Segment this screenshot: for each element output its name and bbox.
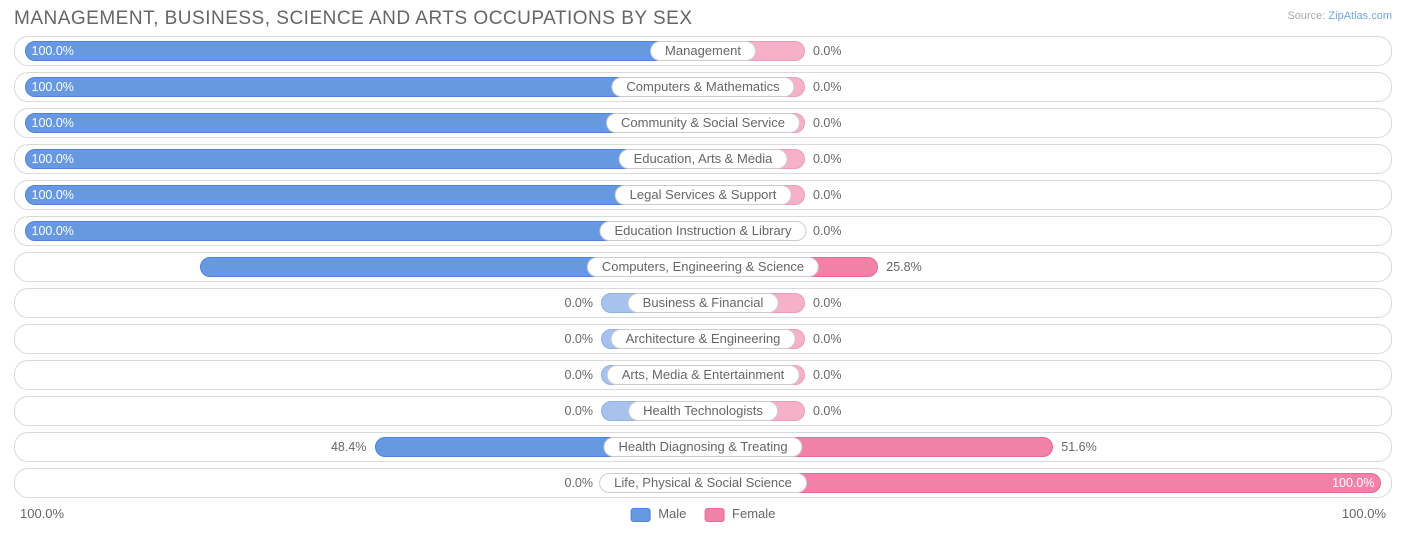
male-pct-label: 74.2%: [32, 253, 67, 281]
chart-row: Computers & Mathematics 100.0% 0.0%: [14, 72, 1392, 102]
legend-male-label: Male: [658, 506, 686, 521]
legend-swatch-male: [631, 508, 651, 522]
chart-row: Business & Financial 0.0% 0.0%: [14, 288, 1392, 318]
chart-row: Legal Services & Support 100.0% 0.0%: [14, 180, 1392, 210]
female-pct-label: 51.6%: [1061, 433, 1096, 461]
row-label: Legal Services & Support: [615, 185, 792, 205]
male-bar: [25, 41, 703, 61]
male-pct-label: 0.0%: [565, 289, 594, 317]
female-pct-label: 0.0%: [813, 325, 842, 353]
legend: Male Female: [631, 506, 776, 522]
row-label: Life, Physical & Social Science: [599, 473, 807, 493]
chart-row: Arts, Media & Entertainment 0.0% 0.0%: [14, 360, 1392, 390]
male-pct-label: 100.0%: [32, 37, 74, 65]
chart-row: Community & Social Service 100.0% 0.0%: [14, 108, 1392, 138]
male-pct-label: 48.4%: [331, 433, 366, 461]
axis-right-label: 100.0%: [1342, 506, 1386, 521]
female-pct-label: 0.0%: [813, 109, 842, 137]
row-label: Health Diagnosing & Treating: [603, 437, 802, 457]
chart-row: Education, Arts & Media 100.0% 0.0%: [14, 144, 1392, 174]
male-bar: [25, 77, 703, 97]
male-bar: [25, 149, 703, 169]
chart-title: MANAGEMENT, BUSINESS, SCIENCE AND ARTS O…: [14, 8, 693, 30]
male-bar: [25, 113, 703, 133]
male-pct-label: 100.0%: [32, 145, 74, 173]
female-pct-label: 100.0%: [1332, 469, 1374, 497]
male-pct-label: 100.0%: [32, 217, 74, 245]
chart-row: Health Diagnosing & Treating 48.4% 51.6%: [14, 432, 1392, 462]
legend-female-label: Female: [732, 506, 775, 521]
chart-row: Management 100.0% 0.0%: [14, 36, 1392, 66]
chart-row: Education Instruction & Library 100.0% 0.0…: [14, 216, 1392, 246]
axis-left-label: 100.0%: [20, 506, 64, 521]
row-label: Education Instruction & Library: [599, 221, 806, 241]
female-pct-label: 0.0%: [813, 397, 842, 425]
male-pct-label: 100.0%: [32, 109, 74, 137]
chart-row: Health Technologists 0.0% 0.0%: [14, 396, 1392, 426]
female-pct-label: 0.0%: [813, 37, 842, 65]
female-pct-label: 0.0%: [813, 145, 842, 173]
male-pct-label: 100.0%: [32, 73, 74, 101]
chart-row: Life, Physical & Social Science0.0% 100.0…: [14, 468, 1392, 498]
source-link: ZipAtlas.com: [1328, 10, 1392, 22]
male-pct-label: 0.0%: [565, 361, 594, 389]
male-pct-label: 0.0%: [565, 325, 594, 353]
row-label: Community & Social Service: [606, 113, 800, 133]
male-bar: [25, 185, 703, 205]
male-pct-label: 0.0%: [565, 469, 594, 497]
row-label: Business & Financial: [628, 293, 779, 313]
row-label: Education, Arts & Media: [619, 149, 788, 169]
female-pct-label: 0.0%: [813, 289, 842, 317]
chart-header: MANAGEMENT, BUSINESS, SCIENCE AND ARTS O…: [14, 8, 1392, 30]
chart-source: Source: ZipAtlas.com: [1287, 8, 1392, 22]
axis-row: 100.0% Male Female 100.0%: [14, 504, 1392, 521]
legend-female: Female: [704, 506, 775, 522]
female-pct-label: 0.0%: [813, 73, 842, 101]
female-pct-label: 25.8%: [886, 253, 921, 281]
row-label: Computers, Engineering & Science: [587, 257, 819, 277]
source-label: Source:: [1287, 10, 1325, 22]
row-label: Arts, Media & Entertainment: [607, 365, 800, 385]
chart-container: MANAGEMENT, BUSINESS, SCIENCE AND ARTS O…: [0, 0, 1406, 559]
legend-male: Male: [631, 506, 687, 522]
male-pct-label: 0.0%: [565, 397, 594, 425]
female-pct-label: 0.0%: [813, 361, 842, 389]
row-label: Computers & Mathematics: [611, 77, 794, 97]
row-label: Architecture & Engineering: [611, 329, 796, 349]
male-pct-label: 100.0%: [32, 181, 74, 209]
female-pct-label: 0.0%: [813, 181, 842, 209]
chart-rows: Management100.0%0.0%Computers & Mathemat…: [14, 36, 1392, 498]
row-label: Health Technologists: [628, 401, 778, 421]
female-pct-label: 0.0%: [813, 217, 842, 245]
row-label: Management: [650, 41, 756, 61]
chart-row: Computers, Engineering & Science 74.2% 25.…: [14, 252, 1392, 282]
legend-swatch-female: [704, 508, 724, 522]
chart-row: Architecture & Engineering 0.0% 0.0%: [14, 324, 1392, 354]
